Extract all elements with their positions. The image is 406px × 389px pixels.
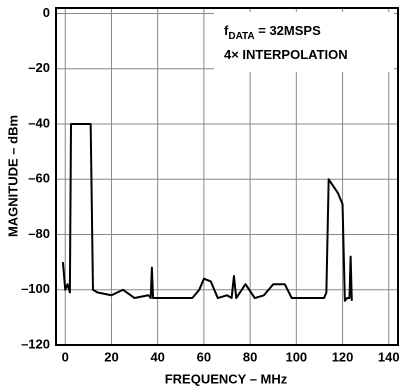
- y-tick-label: –120: [21, 336, 50, 351]
- x-tick-label: 60: [197, 349, 211, 364]
- x-tick-label: 100: [285, 349, 307, 364]
- plot-frame: [55, 7, 399, 346]
- annotation-part: 4× INTERPOLATION: [224, 47, 348, 62]
- annotation-part: DATA: [228, 31, 254, 42]
- y-tick-label: –20: [28, 60, 50, 75]
- x-tick-label: 0: [62, 349, 69, 364]
- annotation-box: [214, 12, 394, 72]
- x-tick-label: 80: [243, 349, 257, 364]
- data-line: [61, 123, 353, 302]
- x-axis-title: FREQUENCY – MHz: [165, 371, 288, 386]
- annotation: fDATA = 32MSPS: [224, 23, 321, 41]
- x-tick-label: 120: [332, 349, 354, 364]
- x-tick-label: 20: [104, 349, 118, 364]
- y-tick-label: –100: [21, 281, 50, 296]
- y-tick-label: –80: [28, 226, 50, 241]
- x-tick-label: 140: [378, 349, 400, 364]
- x-tick-label: 40: [150, 349, 164, 364]
- annotation: 4× INTERPOLATION: [224, 47, 348, 62]
- annotation-part: = 32MSPS: [255, 23, 321, 38]
- y-axis-title: MAGNITUDE – dBm: [5, 115, 20, 237]
- y-tick-label: 0: [43, 5, 50, 20]
- y-tick-label: –60: [28, 171, 50, 186]
- y-tick-label: –40: [28, 115, 50, 130]
- annotation-part: f: [224, 23, 229, 38]
